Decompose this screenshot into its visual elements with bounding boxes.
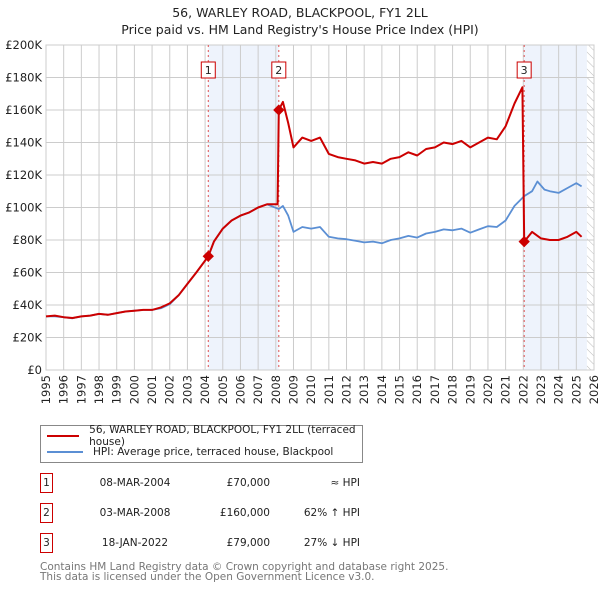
y-tick-label: £60K — [13, 266, 43, 280]
x-tick-label: 2009 — [286, 375, 300, 404]
transaction-row: 3 18-JAN-2022 £79,000 27% ↓ HPI — [40, 533, 440, 553]
x-tick-label: 1996 — [57, 375, 71, 404]
x-tick-label: 1997 — [74, 375, 88, 404]
x-tick-label: 2012 — [340, 375, 354, 404]
x-tick-label: 2025 — [569, 375, 583, 404]
footer-copyright: Contains HM Land Registry data © Crown c… — [40, 561, 449, 573]
x-tick-label: 2003 — [180, 375, 194, 404]
x-tick-label: 2006 — [233, 375, 247, 404]
legend-label-hpi: HPI: Average price, terraced house, Blac… — [93, 446, 334, 458]
x-tick-label: 2022 — [516, 375, 530, 404]
transaction-hpi: 27% ↓ HPI — [303, 537, 360, 549]
transaction-hpi: ≈ HPI — [330, 477, 360, 489]
transaction-date: 18-JAN-2022 — [101, 537, 169, 549]
transaction-hpi: 62% ↑ HPI — [303, 507, 360, 519]
legend-item-property: 56, WARLEY ROAD, BLACKPOOL, FY1 2LL (ter… — [47, 424, 362, 448]
y-tick-label: £100K — [5, 201, 42, 215]
x-tick-label: 2013 — [357, 375, 371, 404]
x-tick-label: 2020 — [481, 375, 495, 404]
x-tick-label: 1999 — [110, 375, 124, 404]
y-tick-label: £0 — [27, 363, 42, 377]
series-line-hpi — [46, 180, 583, 320]
sale-label: 3 — [521, 64, 528, 77]
y-tick-label: £80K — [13, 233, 43, 247]
transaction-row: 1 08-MAR-2004 £70,000 ≈ HPI — [40, 473, 440, 493]
transaction-price: £70,000 — [226, 477, 270, 489]
sale-label-box — [271, 61, 287, 79]
x-tick-label: 2023 — [534, 375, 548, 404]
y-tick-label: £120K — [5, 168, 42, 182]
y-tick-label: £200K — [5, 38, 42, 52]
x-tick-label: 2005 — [216, 375, 230, 404]
x-tick-label: 1995 — [39, 375, 53, 404]
x-tick-label: 2024 — [552, 375, 566, 404]
y-tick-label: £180K — [5, 71, 42, 85]
x-tick-label: 2015 — [393, 375, 407, 404]
x-tick-label: 2008 — [269, 375, 283, 404]
legend-label-property: 56, WARLEY ROAD, BLACKPOOL, FY1 2LL (ter… — [89, 424, 356, 448]
sale-label-box — [200, 61, 216, 79]
sale-label-box — [516, 61, 532, 79]
x-tick-label: 2014 — [375, 375, 389, 404]
x-tick-label: 2018 — [446, 375, 460, 404]
series-line-property — [45, 86, 583, 319]
transaction-price: £79,000 — [226, 537, 270, 549]
legend: 56, WARLEY ROAD, BLACKPOOL, FY1 2LL (ter… — [40, 424, 363, 463]
price-chart: £0 £20K £40K £60K £80K £100K £120K £140K £160K £1… — [5, 38, 600, 404]
x-tick-label: 2026 — [587, 375, 600, 404]
x-tick-label: 2021 — [499, 375, 513, 404]
x-tick-label: 2016 — [410, 375, 424, 404]
transaction-number: 3 — [40, 533, 53, 553]
sale-point — [518, 235, 530, 248]
legend-swatch-hpi — [47, 451, 83, 453]
y-tick-label: £140K — [5, 136, 42, 150]
sale-label: 2 — [275, 64, 282, 77]
x-tick-label: 2011 — [322, 375, 336, 404]
x-tick-label: 2010 — [304, 375, 318, 404]
transaction-row: 2 03-MAR-2008 £160,000 62% ↑ HPI — [40, 503, 440, 523]
legend-swatch-property — [47, 435, 80, 437]
y-tick-label: £40K — [13, 298, 43, 312]
transaction-number: 1 — [40, 473, 53, 493]
x-tick-label: 2004 — [198, 375, 212, 404]
x-tick-label: 2017 — [428, 375, 442, 404]
footer-licence: This data is licensed under the Open Gov… — [40, 571, 375, 583]
transaction-price: £160,000 — [219, 507, 270, 519]
chart-title: 56, WARLEY ROAD, BLACKPOOL, FY1 2LL — [172, 5, 428, 20]
legend-item-hpi: HPI: Average price, terraced house, Blac… — [47, 444, 333, 460]
x-tick-label: 2000 — [127, 375, 141, 404]
y-tick-label: £160K — [5, 103, 42, 117]
x-tick-label: 1998 — [92, 375, 106, 404]
y-tick-label: £20K — [13, 331, 43, 345]
plot-frame — [45, 44, 595, 371]
x-tick-label: 2002 — [163, 375, 177, 404]
chart-subtitle: Price paid vs. HM Land Registry's House … — [121, 22, 479, 37]
x-tick-label: 2019 — [463, 375, 477, 404]
transaction-date: 08-MAR-2004 — [99, 477, 171, 489]
transaction-number: 2 — [40, 503, 53, 523]
sale-point — [202, 250, 214, 262]
transaction-date: 03-MAR-2008 — [99, 507, 171, 519]
sale-label: 1 — [205, 64, 212, 77]
x-tick-label: 2007 — [251, 375, 265, 404]
x-tick-label: 2001 — [145, 375, 159, 404]
